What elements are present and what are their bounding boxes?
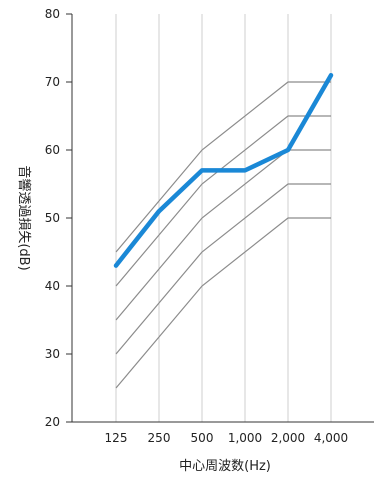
y-axis-title: 音響透過損失(dB)	[16, 165, 32, 270]
axis-layer	[66, 13, 374, 423]
y-tick-label: 20	[45, 415, 60, 429]
series-point	[200, 168, 204, 172]
y-tick-label: 40	[45, 279, 60, 293]
reference-line	[115, 149, 331, 321]
x-tick-label: 1,000	[228, 431, 262, 445]
x-tick-label: 250	[148, 431, 171, 445]
series-layer	[113, 72, 334, 268]
reference-line	[115, 81, 331, 253]
series-point	[286, 148, 290, 152]
x-tick-label: 4,000	[314, 431, 348, 445]
y-tick-label: 60	[45, 143, 60, 157]
reference-line	[115, 115, 331, 287]
series-point	[243, 168, 247, 172]
y-tick-label: 70	[45, 75, 60, 89]
x-axis-title: 中心周波数(Hz)	[179, 459, 271, 474]
y-tick-label: 50	[45, 211, 60, 225]
series-point	[114, 264, 118, 268]
series-line	[113, 72, 334, 268]
y-tick-label: 80	[45, 7, 60, 21]
x-tick-label: 125	[105, 431, 128, 445]
series-point	[329, 73, 333, 77]
x-tick-label: 2,000	[271, 431, 305, 445]
x-tick-label: 500	[191, 431, 214, 445]
reference-line	[115, 217, 331, 389]
reference-line	[115, 183, 331, 355]
series-point	[157, 209, 161, 213]
reference-lines-layer	[115, 81, 331, 389]
label-layer: 20 30 40 50 60 70 80 125 250 500 1,000 2,000 4,000	[45, 7, 348, 445]
y-tick-label: 30	[45, 347, 60, 361]
